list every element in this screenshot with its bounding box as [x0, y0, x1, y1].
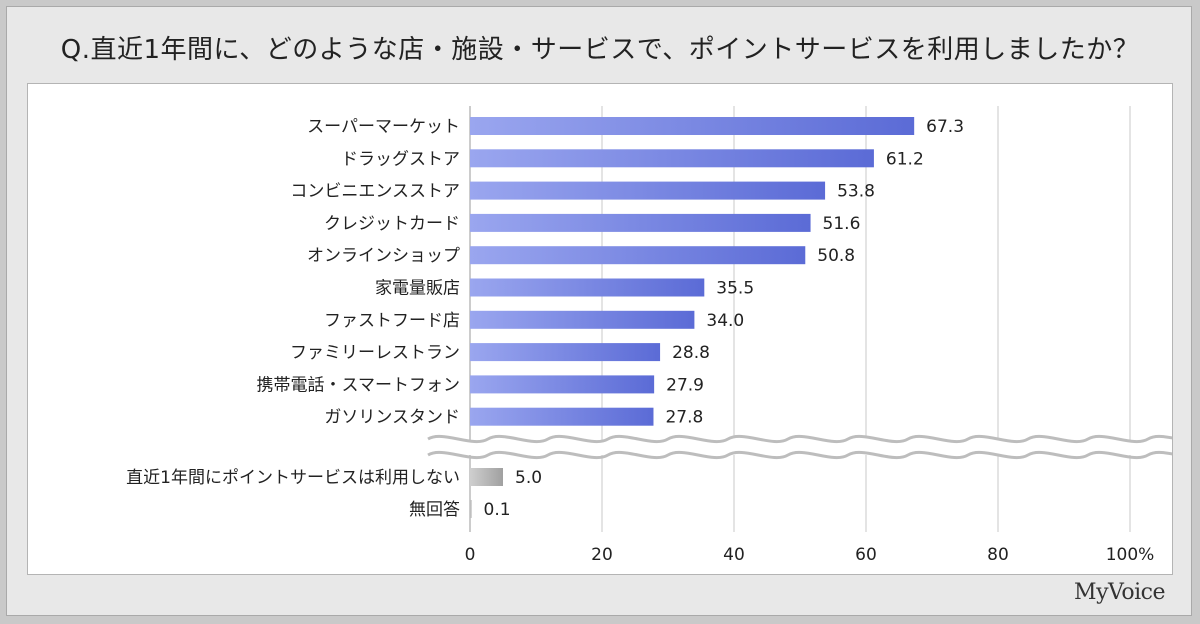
- bar: [470, 343, 661, 362]
- category-label: ガソリンスタンド: [324, 408, 460, 428]
- x-tick-label: 40: [723, 545, 745, 565]
- x-tick-label: 0: [465, 545, 476, 565]
- data-label: 5.0: [515, 468, 542, 488]
- x-tick-label: 60: [855, 545, 877, 565]
- chart-frame: Q.直近1年間に、どのような店・施設・サービスで、ポイントサービスを利用しました…: [6, 6, 1192, 616]
- axis-break-line: [427, 434, 1172, 444]
- bar: [470, 117, 915, 135]
- category-label: コンビニエンスストア: [290, 182, 460, 202]
- data-label: 27.9: [666, 375, 704, 395]
- bar: [470, 500, 472, 518]
- category-label: スーパーマーケット: [307, 117, 460, 137]
- axis-break-fill: [428, 442, 1168, 454]
- category-label: 家電量販店: [375, 279, 460, 299]
- x-tick-label: 20: [591, 545, 613, 565]
- data-label: 27.8: [665, 408, 703, 428]
- chart-panel: 0 20 40 60 80 100% スーパーマーケット 67.3 ドラッグストア 61.2 コンビ…: [27, 83, 1173, 575]
- bar-chart: 0 20 40 60 80 100% スーパーマーケット 67.3 ドラッグストア 61.2 コンビ…: [126, 106, 1172, 565]
- category-label: オンラインショップ: [307, 246, 460, 266]
- x-tick-label: 80: [987, 545, 1009, 565]
- bar: [470, 468, 503, 486]
- category-label: クレジットカード: [324, 214, 460, 234]
- axis-break-line: [427, 450, 1172, 460]
- data-label: 61.2: [886, 149, 924, 169]
- data-label: 53.8: [837, 182, 875, 202]
- data-label: 35.5: [716, 279, 754, 299]
- chart-title: Q.直近1年間に、どのような店・施設・サービスで、ポイントサービスを利用しました…: [60, 35, 1140, 65]
- bar: [470, 213, 811, 232]
- data-label: 28.8: [672, 343, 710, 363]
- bar: [470, 181, 826, 200]
- bar: [470, 246, 806, 265]
- category-label: ドラッグストア: [341, 149, 460, 169]
- myvoice-logo: MyVoice: [1074, 580, 1165, 605]
- category-label: 直近1年間にポイントサービスは利用しない: [126, 468, 460, 488]
- category-label: ファミリーレストラン: [290, 343, 460, 363]
- bar: [470, 375, 655, 394]
- data-label: 34.0: [706, 311, 744, 331]
- bar: [470, 149, 874, 168]
- data-label: 50.8: [817, 246, 855, 266]
- x-tick-label: 100%: [1106, 545, 1155, 565]
- data-label: 67.3: [926, 117, 964, 137]
- category-label: 携帯電話・スマートフォン: [257, 375, 461, 395]
- category-label: 無回答: [409, 500, 460, 520]
- bar: [470, 407, 654, 426]
- data-label: 51.6: [823, 214, 861, 234]
- category-label: ファストフード店: [324, 311, 460, 331]
- data-label: 0.1: [484, 500, 511, 520]
- bar: [470, 310, 695, 329]
- bar: [470, 278, 705, 297]
